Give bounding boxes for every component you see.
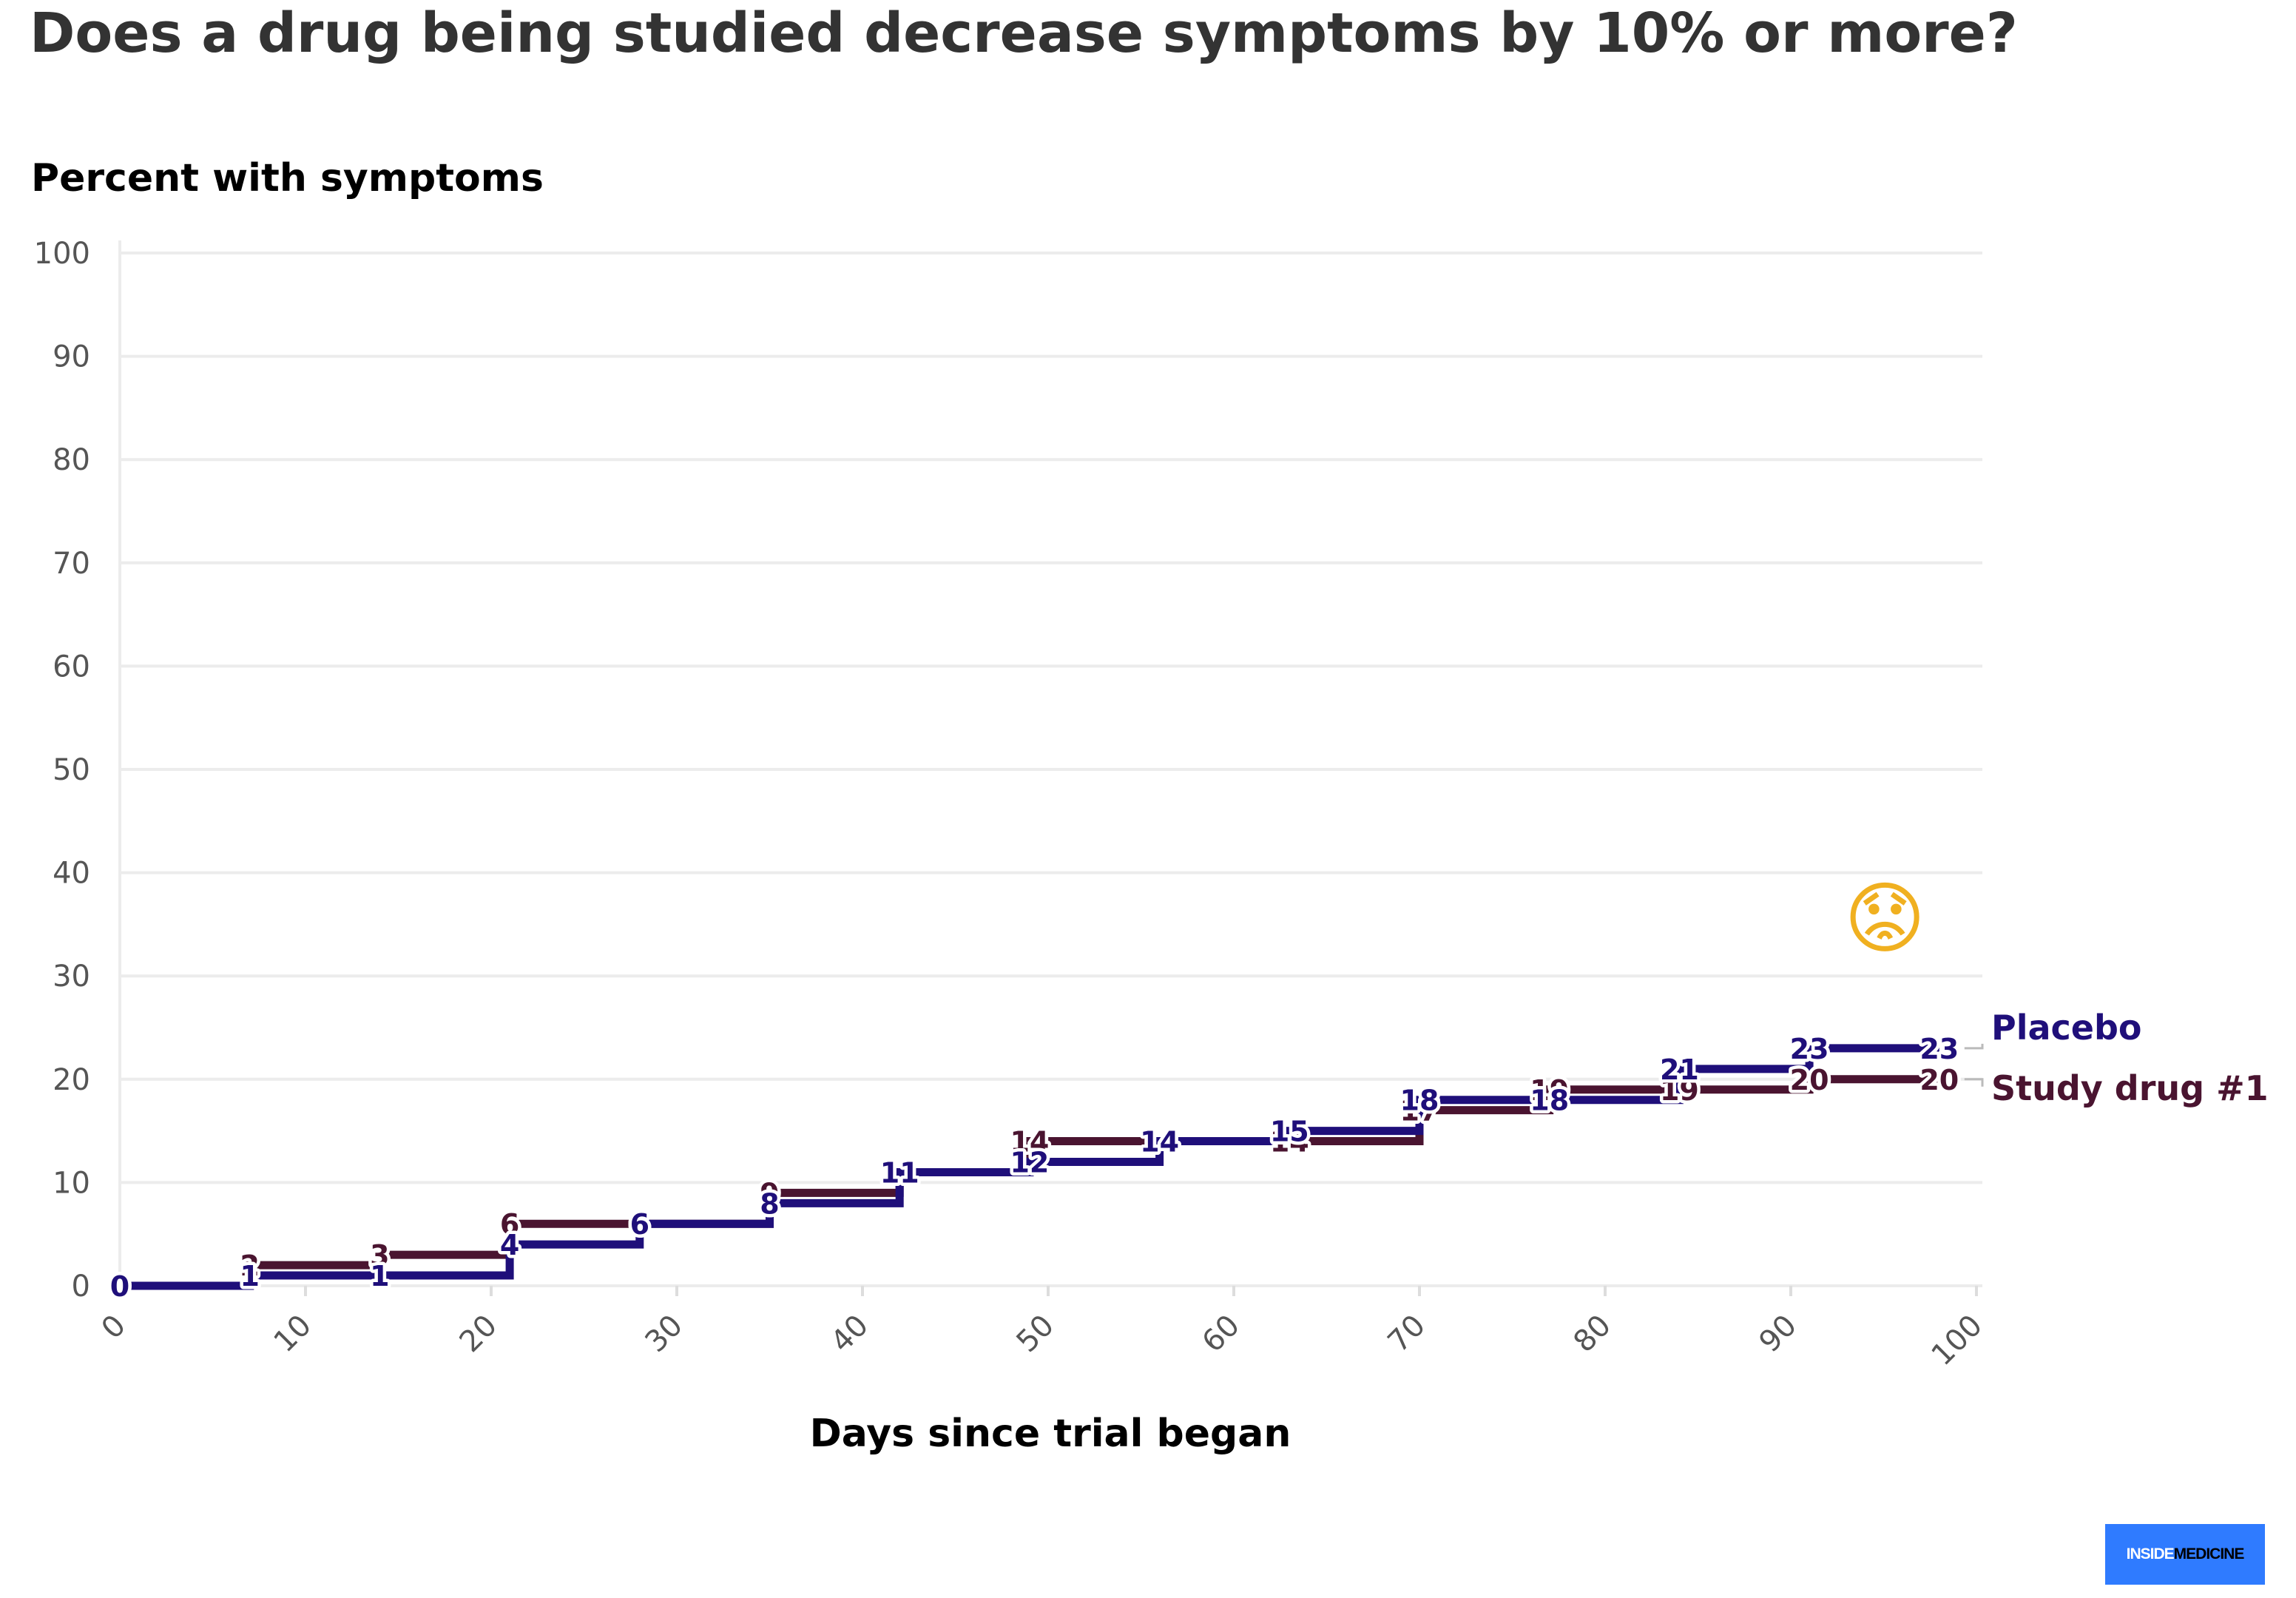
data-label-placebo-7: 1 [240, 1260, 259, 1292]
logo-text-inside: INSIDE [2126, 1545, 2175, 1562]
data-label-study-drug-98: 20 [1919, 1064, 1959, 1096]
data-label-placebo-77: 18 [1530, 1085, 1569, 1117]
x-tick-label-70: 70 [1382, 1309, 1433, 1360]
y-tick-label-90: 90 [53, 340, 90, 374]
data-label-placebo-84: 21 [1660, 1053, 1699, 1086]
data-label-study-drug-70: 17 [1400, 1095, 1439, 1127]
data-label-study-drug-14: 3 [370, 1239, 389, 1272]
x-tick-label-60: 60 [1196, 1309, 1247, 1360]
data-label-study-drug-42: 11 [880, 1156, 919, 1189]
series-connector-study-drug [1964, 1078, 1984, 1087]
x-tick-label-80: 80 [1567, 1309, 1618, 1360]
series-layer [120, 1044, 1939, 1290]
y-tick-label-50: 50 [53, 753, 90, 787]
data-label-study-drug-0: 0 [110, 1270, 129, 1303]
y-tick-label-20: 20 [53, 1063, 90, 1097]
x-tick-label-50: 50 [1010, 1309, 1061, 1360]
data-label-placebo-28: 6 [630, 1208, 649, 1241]
logo-text-medicine: MEDICINE [2173, 1545, 2245, 1562]
series-line-placebo [120, 1044, 1939, 1290]
data-label-placebo-42: 11 [880, 1156, 919, 1189]
data-label-placebo-98: 23 [1919, 1033, 1959, 1065]
data-label-placebo-56: 14 [1140, 1126, 1179, 1159]
y-axis-title: Percent with symptoms [31, 156, 544, 200]
y-tick-label-70: 70 [53, 547, 90, 581]
chart-title: Does a drug being studied decrease sympt… [30, 1, 2018, 65]
y-tick-label-10: 10 [53, 1166, 90, 1200]
worried-face-icon: 😟 [1844, 873, 1926, 964]
data-label-study-drug-63: 14 [1270, 1126, 1309, 1159]
data-label-study-drug-7: 2 [240, 1250, 259, 1282]
data-label-placebo-14: 1 [370, 1260, 389, 1292]
data-label-study-drug-56: 14 [1140, 1126, 1179, 1159]
y-tick-label-100: 100 [34, 237, 90, 271]
data-label-study-drug-35: 9 [760, 1177, 779, 1210]
data-label-placebo-70: 18 [1400, 1085, 1439, 1117]
data-label-placebo-91: 23 [1790, 1033, 1829, 1065]
data-label-placebo-35: 8 [760, 1187, 779, 1220]
data-label-placebo-49: 12 [1010, 1146, 1049, 1179]
y-tick-label-80: 80 [53, 443, 90, 477]
x-tick-label-90: 90 [1753, 1309, 1804, 1360]
x-tick-label-40: 40 [825, 1309, 876, 1360]
data-label-placebo-63: 15 [1270, 1116, 1309, 1148]
data-label-study-drug-91: 20 [1790, 1064, 1829, 1096]
data-label-study-drug-49: 14 [1010, 1126, 1049, 1159]
x-tick-label-0: 0 [95, 1309, 133, 1346]
y-tick-label-0: 0 [72, 1270, 90, 1304]
grid-layer [120, 252, 1982, 1287]
data-label-study-drug-28: 6 [630, 1208, 649, 1241]
data-label-study-drug-77: 19 [1530, 1074, 1569, 1107]
data-label-study-drug-21: 6 [500, 1208, 519, 1241]
x-axis-title: Days since trial began [810, 1412, 1292, 1456]
x-tick-label-30: 30 [639, 1309, 690, 1360]
x-tick-label-100: 100 [1925, 1309, 1990, 1373]
series-label-placebo: Placebo [1991, 1008, 2142, 1048]
data-label-placebo-21: 4 [500, 1229, 519, 1261]
data-label-placebo-0: 0 [110, 1270, 129, 1303]
series-connector-placebo [1964, 1043, 1984, 1050]
y-tick-label-30: 30 [53, 960, 90, 994]
x-tick-label-10: 10 [268, 1309, 319, 1360]
y-tick-label-60: 60 [53, 650, 90, 684]
series-label-study-drug: Study drug #1 [1991, 1068, 2269, 1108]
inside-medicine-logo[interactable]: INSIDE MEDICINE [2105, 1524, 2265, 1585]
y-tick-label-40: 40 [53, 857, 90, 891]
x-tick-label-20: 20 [453, 1309, 504, 1360]
data-label-study-drug-84: 19 [1660, 1074, 1699, 1107]
